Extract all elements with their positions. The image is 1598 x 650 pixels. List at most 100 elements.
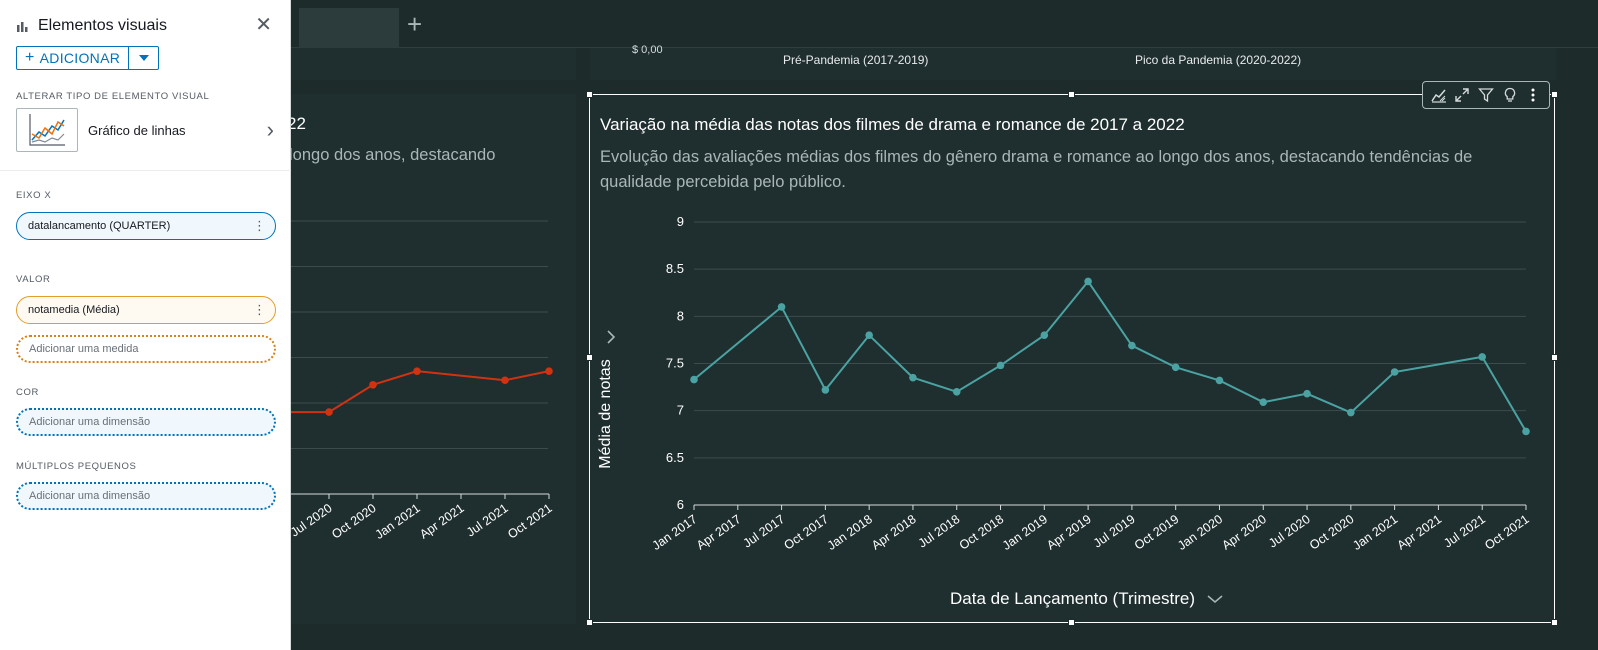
data-point: [1390, 368, 1399, 376]
selected-visual-card[interactable]: Variação na média das notas dos filmes d…: [586, 81, 1558, 626]
add-sheet-icon[interactable]: +: [407, 9, 423, 39]
y-tick-label: 6.5: [666, 450, 684, 465]
pandemic-peak-label: Pico da Pandemia (2020-2022): [1135, 53, 1302, 67]
data-point: [1303, 389, 1311, 398]
data-point: [690, 375, 698, 384]
data-point: [996, 361, 1005, 370]
x-tick-label: Jan 2017: [650, 512, 700, 553]
resize-handle[interactable]: [1551, 354, 1558, 361]
left-visual-card[interactable]: 22 longo dos anos, destacando Jul 2020 Oc…: [291, 94, 576, 624]
lightbulb-icon[interactable]: [1499, 84, 1521, 106]
color-section-label: COR: [16, 387, 39, 398]
add-visual-group: + ADICIONAR: [16, 46, 160, 70]
value-field-well[interactable]: notamedia (Média) ⋮: [16, 296, 276, 324]
resize-handle[interactable]: [586, 354, 593, 361]
sheet-tabs-bar: +: [291, 0, 1598, 48]
add-visual-dropdown[interactable]: [129, 46, 160, 70]
small-multiples-section-label: MÚLTIPLOS PEQUENOS: [16, 461, 137, 472]
x-axis-field-well[interactable]: datalancamento (QUARTER) ⋮: [16, 212, 276, 240]
resize-handle[interactable]: [1068, 91, 1075, 98]
add-visual-button[interactable]: + ADICIONAR: [16, 46, 130, 70]
resize-handle[interactable]: [586, 91, 593, 98]
data-point: [1215, 376, 1224, 385]
x-tick-label: Apr 2021: [417, 501, 467, 542]
x-tick-label: Apr 2018: [869, 512, 919, 553]
y-tick-label: 8: [677, 308, 684, 323]
forecast-icon[interactable]: [1428, 84, 1450, 106]
x-tick-label: Jan 2018: [825, 512, 875, 553]
x-tick-label: Jul 2021: [464, 501, 511, 540]
x-tick-label: Apr 2020: [1219, 512, 1269, 553]
x-tick-label: Oct 2020: [329, 501, 379, 542]
x-axis-title: Data de Lançamento (Trimestre): [950, 589, 1196, 608]
x-tick-label: Jul 2019: [1091, 512, 1138, 551]
data-point: [909, 373, 917, 382]
y-tick-label: 6: [677, 497, 684, 512]
more-options-icon[interactable]: ⋮: [253, 218, 266, 233]
value-field-label: notamedia (Média): [28, 304, 120, 316]
sheet-tab[interactable]: [299, 8, 399, 48]
small-multiples-drop-zone[interactable]: Adicionar uma dimensão: [16, 482, 276, 510]
x-tick-label: Jan 2021: [373, 501, 423, 542]
caret-down-icon: [138, 55, 149, 61]
panel-title: Elementos visuais: [38, 17, 167, 34]
y-tick-label: 8.5: [666, 261, 684, 276]
x-tick-label: Apr 2021: [1395, 512, 1445, 553]
add-measure-drop-zone[interactable]: Adicionar uma medida: [16, 335, 276, 363]
data-point: [1259, 398, 1268, 406]
data-point: [545, 367, 553, 375]
x-axis-title-group[interactable]: Data de Lançamento (Trimestre): [950, 589, 1225, 609]
x-tick-label: Jul 2021: [1441, 512, 1488, 551]
data-point: [1171, 363, 1180, 372]
data-point: [1522, 427, 1530, 436]
data-point: [777, 303, 786, 311]
more-menu-icon[interactable]: [1522, 84, 1544, 106]
small-multiples-placeholder-label: Adicionar uma dimensão: [29, 490, 151, 502]
line-chart-thumbnail-icon: [16, 108, 78, 152]
data-point: [1040, 331, 1049, 339]
color-drop-zone[interactable]: Adicionar uma dimensão: [16, 408, 276, 436]
expand-icon[interactable]: [1451, 84, 1473, 106]
x-tick-label: Oct 2018: [957, 512, 1007, 553]
more-options-icon[interactable]: ⋮: [253, 302, 266, 317]
resize-handle[interactable]: [1551, 619, 1558, 626]
x-tick-label: Oct 2020: [1307, 512, 1357, 553]
data-point: [501, 376, 509, 385]
resize-handle[interactable]: [1068, 619, 1075, 626]
x-tick-label: Apr 2019: [1044, 512, 1094, 553]
y-tick-label: 9: [677, 214, 684, 229]
divider: [0, 170, 291, 171]
x-tick-label: Oct 2019: [1132, 512, 1182, 553]
visual-subtitle: Evolução das avaliações médias dos filme…: [600, 148, 1473, 191]
resize-handle[interactable]: [586, 619, 593, 626]
y-tick-label: 7: [677, 403, 684, 418]
left-visual-subtitle: longo dos anos, destacando: [291, 146, 496, 164]
left-visual-title: 22: [291, 114, 306, 133]
data-point: [413, 367, 421, 375]
x-tick-label: Jul 2020: [1266, 512, 1313, 551]
close-icon[interactable]: ✕: [255, 14, 272, 36]
add-visual-label: ADICIONAR: [39, 50, 121, 66]
data-point: [369, 381, 377, 389]
x-tick-label: Oct 2021: [1482, 512, 1532, 553]
x-axis-section-label: EIXO X: [16, 190, 52, 201]
chevron-down-icon[interactable]: [1205, 592, 1225, 606]
color-placeholder-label: Adicionar uma dimensão: [29, 416, 151, 428]
x-axis-field-label: datalancamento (QUARTER): [28, 220, 171, 232]
chevron-right-icon[interactable]: [606, 329, 616, 350]
visual-title[interactable]: Variação na média das notas dos filmes d…: [600, 115, 1185, 134]
data-point: [821, 386, 830, 394]
x-tick-label: Jan 2021: [1350, 512, 1400, 553]
card-gap: [576, 48, 589, 628]
visual-type-selector[interactable]: Gráfico de linhas ›: [16, 108, 278, 152]
filter-icon[interactable]: [1475, 84, 1497, 106]
data-point: [865, 331, 873, 339]
resize-handle[interactable]: [1551, 91, 1558, 98]
x-tick-label: Jul 2017: [741, 512, 788, 551]
x-tick-label: Jan 2020: [1175, 512, 1225, 553]
x-tick-label: Oct 2021: [505, 501, 555, 542]
strip-card-left: [291, 48, 576, 80]
visuals-panel: Elementos visuais ✕ + ADICIONAR ALTERAR …: [0, 0, 291, 650]
